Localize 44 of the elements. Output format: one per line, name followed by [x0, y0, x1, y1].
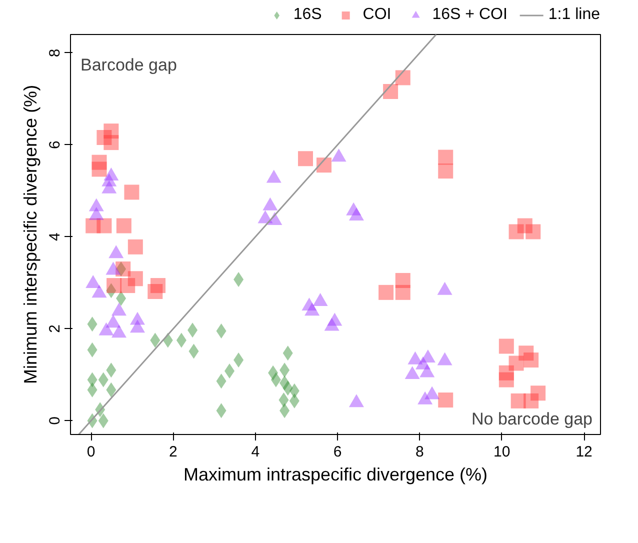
point	[128, 239, 143, 254]
point	[378, 284, 394, 300]
point	[106, 278, 122, 294]
point	[395, 272, 410, 288]
point	[498, 338, 514, 354]
point	[316, 158, 332, 173]
legend-label: 16S + COI	[432, 6, 508, 24]
point	[124, 184, 140, 200]
point	[438, 164, 454, 179]
point	[526, 224, 541, 240]
point	[298, 151, 314, 166]
point	[395, 70, 410, 86]
x-tick-label: 10	[494, 444, 510, 460]
x-axis-title: Maximum intraspecific divergence (%)	[183, 464, 488, 484]
point	[96, 218, 112, 234]
y-tick-label: 4	[46, 232, 64, 241]
y-axis-title: Minimum interspecific divergence (%)	[20, 84, 40, 384]
x-tick-label: 12	[576, 444, 592, 460]
point	[92, 162, 107, 177]
legend-label: 16S	[293, 6, 322, 24]
legend-label: COI	[362, 6, 392, 24]
x-tick-label: 6	[333, 444, 342, 460]
point	[524, 393, 539, 408]
point	[104, 135, 119, 150]
point	[150, 278, 166, 294]
annotation: Barcode gap	[80, 56, 177, 74]
point	[498, 372, 514, 388]
legend-label: 1:1 line	[548, 6, 600, 24]
annotation: No barcode gap	[472, 410, 593, 428]
x-tick-label: 0	[86, 444, 96, 460]
point	[508, 224, 524, 240]
point	[438, 392, 454, 408]
point	[116, 218, 132, 234]
y-tick-label: 6	[46, 140, 64, 150]
y-tick-label: 0	[46, 416, 64, 425]
point	[383, 84, 398, 100]
point	[524, 352, 539, 368]
point	[438, 150, 454, 165]
y-tick-label: 2	[46, 324, 64, 333]
point	[128, 271, 143, 286]
x-tick-label: 4	[251, 444, 260, 460]
x-tick-label: 8	[416, 444, 424, 460]
y-tick-label: 8	[46, 48, 64, 58]
x-tick-label: 2	[169, 444, 178, 460]
